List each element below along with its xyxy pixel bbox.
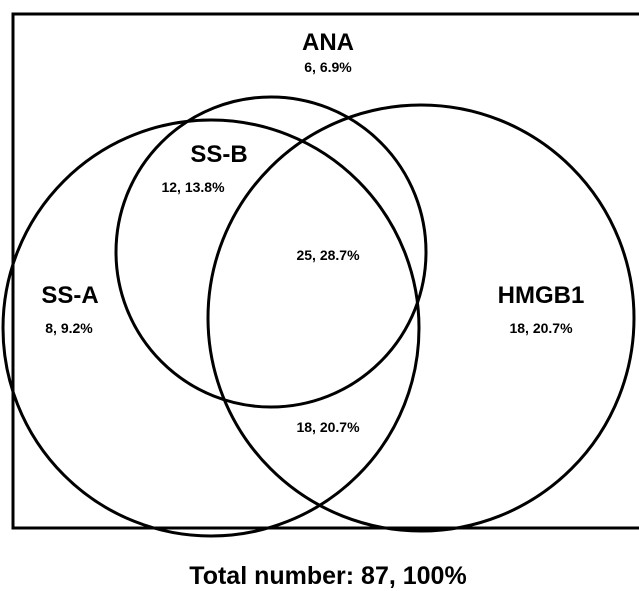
- hmgb1-count: 18, 20.7%: [509, 320, 573, 336]
- ss-a-label: SS-A: [41, 282, 98, 309]
- universe-label: ANA: [302, 29, 354, 56]
- hmgb1-label: HMGB1: [498, 282, 585, 309]
- circle-ss-b: [114, 95, 428, 409]
- universe-count: 6, 6.9%: [304, 59, 352, 75]
- overlap-ss-a-ss-b-hmgb1-count: 25, 28.7%: [296, 247, 360, 263]
- overlap-ss-a-hmgb1-count: 18, 20.7%: [296, 419, 360, 435]
- circle-hmgb1: [206, 103, 636, 533]
- universe-box-ana: [11, 12, 639, 530]
- total-caption: Total number: 87, 100%: [189, 562, 466, 590]
- ss-a-count: 8, 9.2%: [45, 320, 93, 336]
- ss-b-count: 12, 13.8%: [161, 179, 225, 195]
- ss-b-label: SS-B: [190, 141, 247, 168]
- circle-ss-a: [1, 118, 421, 538]
